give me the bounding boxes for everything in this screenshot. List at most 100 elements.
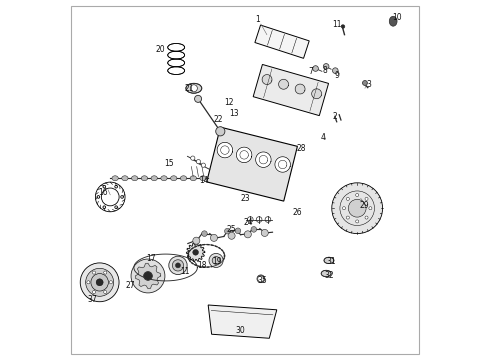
Ellipse shape — [257, 275, 265, 283]
Circle shape — [348, 199, 366, 217]
Circle shape — [80, 263, 119, 302]
Text: 10: 10 — [392, 13, 401, 22]
Circle shape — [190, 85, 197, 92]
Text: 4: 4 — [320, 133, 325, 142]
Text: 24: 24 — [244, 218, 253, 227]
Text: 14: 14 — [199, 176, 209, 185]
Ellipse shape — [389, 16, 397, 26]
Circle shape — [333, 68, 338, 73]
Circle shape — [104, 291, 107, 294]
Ellipse shape — [131, 176, 138, 181]
Circle shape — [346, 197, 349, 201]
Polygon shape — [186, 243, 205, 261]
Circle shape — [103, 206, 106, 208]
Polygon shape — [256, 152, 271, 167]
Polygon shape — [208, 305, 277, 338]
Text: 27: 27 — [125, 281, 135, 290]
Text: 11: 11 — [180, 267, 190, 276]
Ellipse shape — [171, 176, 177, 181]
Text: 11: 11 — [332, 20, 342, 29]
Text: 21: 21 — [185, 85, 194, 94]
Circle shape — [323, 64, 329, 69]
Text: 19: 19 — [212, 257, 221, 266]
Ellipse shape — [141, 176, 147, 181]
Circle shape — [365, 216, 368, 219]
Text: 9: 9 — [334, 71, 339, 80]
Circle shape — [209, 253, 223, 267]
Circle shape — [93, 271, 96, 274]
Ellipse shape — [200, 176, 206, 181]
Ellipse shape — [186, 83, 202, 93]
Circle shape — [228, 232, 235, 239]
Circle shape — [212, 257, 220, 264]
Text: 26: 26 — [293, 208, 302, 217]
Text: 20: 20 — [155, 45, 165, 54]
Text: 23: 23 — [240, 194, 250, 203]
Polygon shape — [255, 25, 309, 58]
Polygon shape — [253, 64, 329, 116]
Text: 15: 15 — [164, 158, 174, 167]
Text: 31: 31 — [327, 257, 336, 266]
Text: 7: 7 — [308, 67, 313, 76]
Polygon shape — [236, 147, 252, 163]
Circle shape — [346, 216, 349, 219]
Polygon shape — [207, 127, 297, 201]
Circle shape — [201, 231, 207, 237]
Circle shape — [169, 256, 187, 275]
Ellipse shape — [151, 176, 157, 181]
Circle shape — [91, 274, 108, 291]
Text: 13: 13 — [229, 109, 239, 118]
Circle shape — [115, 206, 118, 208]
Circle shape — [97, 195, 99, 198]
Circle shape — [196, 159, 200, 164]
Text: 37: 37 — [88, 295, 98, 304]
Ellipse shape — [112, 176, 118, 181]
Circle shape — [193, 249, 198, 255]
Circle shape — [343, 207, 345, 210]
Circle shape — [363, 81, 368, 85]
Circle shape — [96, 279, 103, 286]
Text: 22: 22 — [214, 115, 223, 124]
Text: 30: 30 — [236, 327, 245, 336]
Text: 17: 17 — [147, 254, 156, 263]
Text: 12: 12 — [224, 98, 234, 107]
Circle shape — [115, 185, 118, 188]
Circle shape — [235, 228, 241, 234]
Ellipse shape — [122, 176, 128, 181]
Text: 1: 1 — [255, 15, 260, 24]
Circle shape — [191, 156, 195, 160]
Circle shape — [86, 268, 114, 296]
Circle shape — [332, 183, 383, 234]
Text: 25: 25 — [227, 225, 236, 234]
Polygon shape — [312, 89, 321, 99]
Circle shape — [216, 127, 225, 136]
Text: 32: 32 — [324, 271, 334, 280]
Polygon shape — [295, 84, 305, 94]
Circle shape — [365, 197, 368, 201]
Polygon shape — [217, 142, 233, 158]
Text: 8: 8 — [322, 66, 327, 75]
Circle shape — [93, 291, 96, 294]
Ellipse shape — [190, 176, 196, 181]
Ellipse shape — [321, 270, 331, 277]
Circle shape — [121, 195, 123, 198]
Text: 28: 28 — [297, 144, 306, 153]
Text: 35: 35 — [257, 276, 267, 285]
Circle shape — [245, 231, 251, 238]
Circle shape — [258, 276, 264, 282]
Text: 29: 29 — [360, 201, 369, 210]
Circle shape — [131, 259, 165, 293]
Circle shape — [144, 271, 152, 280]
Circle shape — [103, 185, 106, 188]
Circle shape — [210, 234, 218, 242]
Polygon shape — [279, 79, 289, 89]
Ellipse shape — [168, 67, 185, 75]
Ellipse shape — [161, 176, 167, 181]
Text: 18: 18 — [197, 261, 207, 270]
Text: 16: 16 — [98, 188, 108, 197]
Circle shape — [87, 281, 90, 284]
Circle shape — [201, 163, 205, 167]
Ellipse shape — [168, 59, 185, 67]
Polygon shape — [135, 263, 161, 289]
Circle shape — [356, 193, 359, 197]
